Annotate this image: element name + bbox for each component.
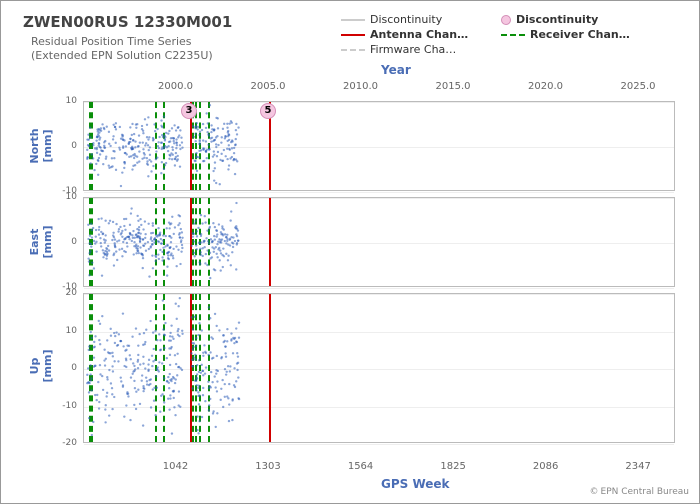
ytick: 0 xyxy=(71,237,77,247)
credit: EPN Central Bureau xyxy=(590,487,689,497)
yticks-north: -10010 xyxy=(53,101,81,191)
bottom-tick: 1564 xyxy=(348,461,373,472)
gridline xyxy=(84,444,674,445)
ytick: 10 xyxy=(66,96,77,106)
ytick: 0 xyxy=(71,363,77,373)
ytick: 0 xyxy=(71,141,77,151)
discontinuity-badge: 3 xyxy=(181,103,197,119)
subtitle-line1: Residual Position Time Series xyxy=(31,35,213,49)
top-tick: 2020.0 xyxy=(528,81,563,92)
bottom-tick: 1825 xyxy=(440,461,465,472)
gridline xyxy=(84,288,674,289)
ytick: 10 xyxy=(66,192,77,202)
panel-up xyxy=(83,293,675,443)
panel-east xyxy=(83,197,675,287)
discontinuity-badge: 5 xyxy=(260,103,276,119)
ytick: 10 xyxy=(66,326,77,336)
bottom-ticks: 1042 1303 1564 1825 2086 2347 xyxy=(1,461,699,475)
top-tick: 2005.0 xyxy=(251,81,286,92)
bottom-tick: 1042 xyxy=(163,461,188,472)
yticks-up: -20-1001020 xyxy=(53,293,81,443)
legend-receiver: Receiver Chan… xyxy=(501,28,641,41)
ylabel-east: East[mm] xyxy=(28,216,54,268)
top-tick: 2000.0 xyxy=(158,81,193,92)
bottom-tick: 2086 xyxy=(533,461,558,472)
bottom-tick: 1303 xyxy=(255,461,280,472)
subtitle: Residual Position Time Series (Extended … xyxy=(31,35,213,64)
top-ticks: 2000.0 2005.0 2010.0 2015.0 2020.0 2025.0 xyxy=(1,81,699,95)
top-axis-title: Year xyxy=(381,63,411,77)
scatter-layer xyxy=(84,198,674,286)
line-icon xyxy=(341,49,365,51)
panel-north xyxy=(83,101,675,191)
top-tick: 2015.0 xyxy=(436,81,471,92)
gridline xyxy=(84,192,674,193)
ytick: -10 xyxy=(62,401,77,411)
line-icon xyxy=(341,19,365,21)
line-icon xyxy=(501,34,525,36)
subtitle-line2: (Extended EPN Solution C2235U) xyxy=(31,49,213,63)
scatter-layer xyxy=(84,294,674,442)
bottom-tick: 2347 xyxy=(625,461,650,472)
ytick: -20 xyxy=(62,438,77,448)
ylabel-north: North[mm] xyxy=(28,120,54,172)
top-tick: 2010.0 xyxy=(343,81,378,92)
circle-icon xyxy=(501,15,511,25)
legend-firmware: Firmware Cha… xyxy=(341,43,481,56)
ytick: 20 xyxy=(66,288,77,298)
yticks-east: -10010 xyxy=(53,197,81,287)
top-tick: 2025.0 xyxy=(621,81,656,92)
legend-discontinuity-line: Discontinuity xyxy=(341,13,481,26)
page-title: ZWEN00RUS 12330M001 xyxy=(23,13,232,31)
line-icon xyxy=(341,34,365,36)
legend-antenna: Antenna Chan… xyxy=(341,28,481,41)
ylabel-up: Up[mm] xyxy=(28,340,54,392)
bottom-axis-title: GPS Week xyxy=(381,477,450,491)
legend: Discontinuity Discontinuity Antenna Chan… xyxy=(341,13,641,58)
scatter-layer xyxy=(84,102,674,190)
legend-discontinuity-marker: Discontinuity xyxy=(501,13,641,26)
